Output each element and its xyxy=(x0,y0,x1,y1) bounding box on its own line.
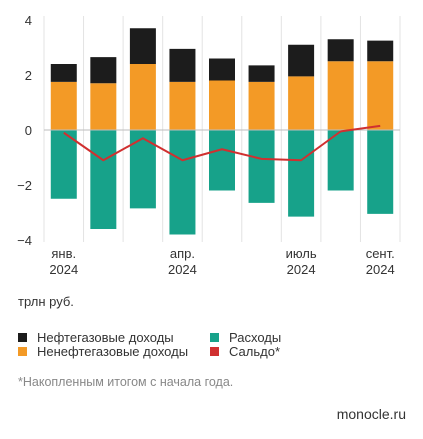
bar-non-oil-gas-revenue xyxy=(129,64,156,130)
y-tick-label: 0 xyxy=(25,123,32,138)
legend-item-oil-gas-revenue: Нефтегазовые доходы xyxy=(18,330,174,345)
legend-label: Сальдо* xyxy=(229,344,280,359)
bar-non-oil-gas-revenue xyxy=(169,81,196,130)
bar-oil-gas-revenue xyxy=(367,40,394,62)
legend-label: Расходы xyxy=(229,330,282,345)
bar-oil-gas-revenue xyxy=(288,44,315,77)
legend-item-non-oil-gas-revenue: Ненефтегазовые доходы xyxy=(18,344,188,359)
x-tick-label-year: 2024 xyxy=(287,262,316,277)
legend-item-expenses: Расходы xyxy=(210,330,281,345)
bar-expenses xyxy=(169,130,196,235)
x-tick-label: янв. xyxy=(51,246,76,261)
bar-oil-gas-revenue xyxy=(327,39,354,62)
bar-non-oil-gas-revenue xyxy=(209,80,235,130)
x-tick-label: сент. xyxy=(366,246,395,261)
bar-non-oil-gas-revenue xyxy=(90,83,117,130)
bar-expenses xyxy=(327,130,354,191)
y-tick-label: −4 xyxy=(17,233,32,248)
x-tick-label-year: 2024 xyxy=(168,262,197,277)
bar-oil-gas-revenue xyxy=(169,48,196,82)
bar-expenses xyxy=(209,130,235,191)
x-tick-label-year: 2024 xyxy=(49,262,78,277)
y-tick-label: 2 xyxy=(25,68,32,83)
legend-swatch xyxy=(18,333,27,342)
bar-oil-gas-revenue xyxy=(248,65,275,82)
bar-non-oil-gas-revenue xyxy=(248,81,275,130)
footnote: *Накопленным итогом с начала года. xyxy=(18,375,234,389)
bar-oil-gas-revenue xyxy=(129,28,156,64)
brand-label: monocle.ru xyxy=(336,406,406,422)
bar-expenses xyxy=(367,130,394,214)
bar-oil-gas-revenue xyxy=(209,58,235,81)
legend-swatch xyxy=(210,333,219,342)
bar-non-oil-gas-revenue xyxy=(327,61,354,130)
legend-swatch xyxy=(210,347,219,356)
x-tick-label: июль xyxy=(286,246,317,261)
bar-expenses xyxy=(90,130,117,229)
y-unit-label: трлн руб. xyxy=(18,294,74,309)
legend-label: Ненефтегазовые доходы xyxy=(37,344,189,359)
bar-oil-gas-revenue xyxy=(50,64,77,82)
bar-non-oil-gas-revenue xyxy=(50,81,77,130)
bar-expenses xyxy=(129,130,156,209)
legend-item-balance: Сальдо* xyxy=(210,344,280,359)
bar-expenses xyxy=(248,130,275,203)
legend-label: Нефтегазовые доходы xyxy=(37,330,174,345)
x-tick-label-year: 2024 xyxy=(366,262,395,277)
bar-non-oil-gas-revenue xyxy=(367,61,394,130)
y-tick-label: −2 xyxy=(17,178,32,193)
bar-non-oil-gas-revenue xyxy=(288,76,315,130)
bar-expenses xyxy=(50,130,77,199)
balance-line xyxy=(63,124,381,162)
legend-swatch xyxy=(18,347,27,356)
x-tick-label: апр. xyxy=(170,246,195,261)
legend: Нефтегазовые доходы Расходы Ненефтегазов… xyxy=(18,330,418,370)
bar-expenses xyxy=(288,130,315,217)
y-tick-label: 4 xyxy=(25,13,32,28)
bar-oil-gas-revenue xyxy=(90,57,117,84)
